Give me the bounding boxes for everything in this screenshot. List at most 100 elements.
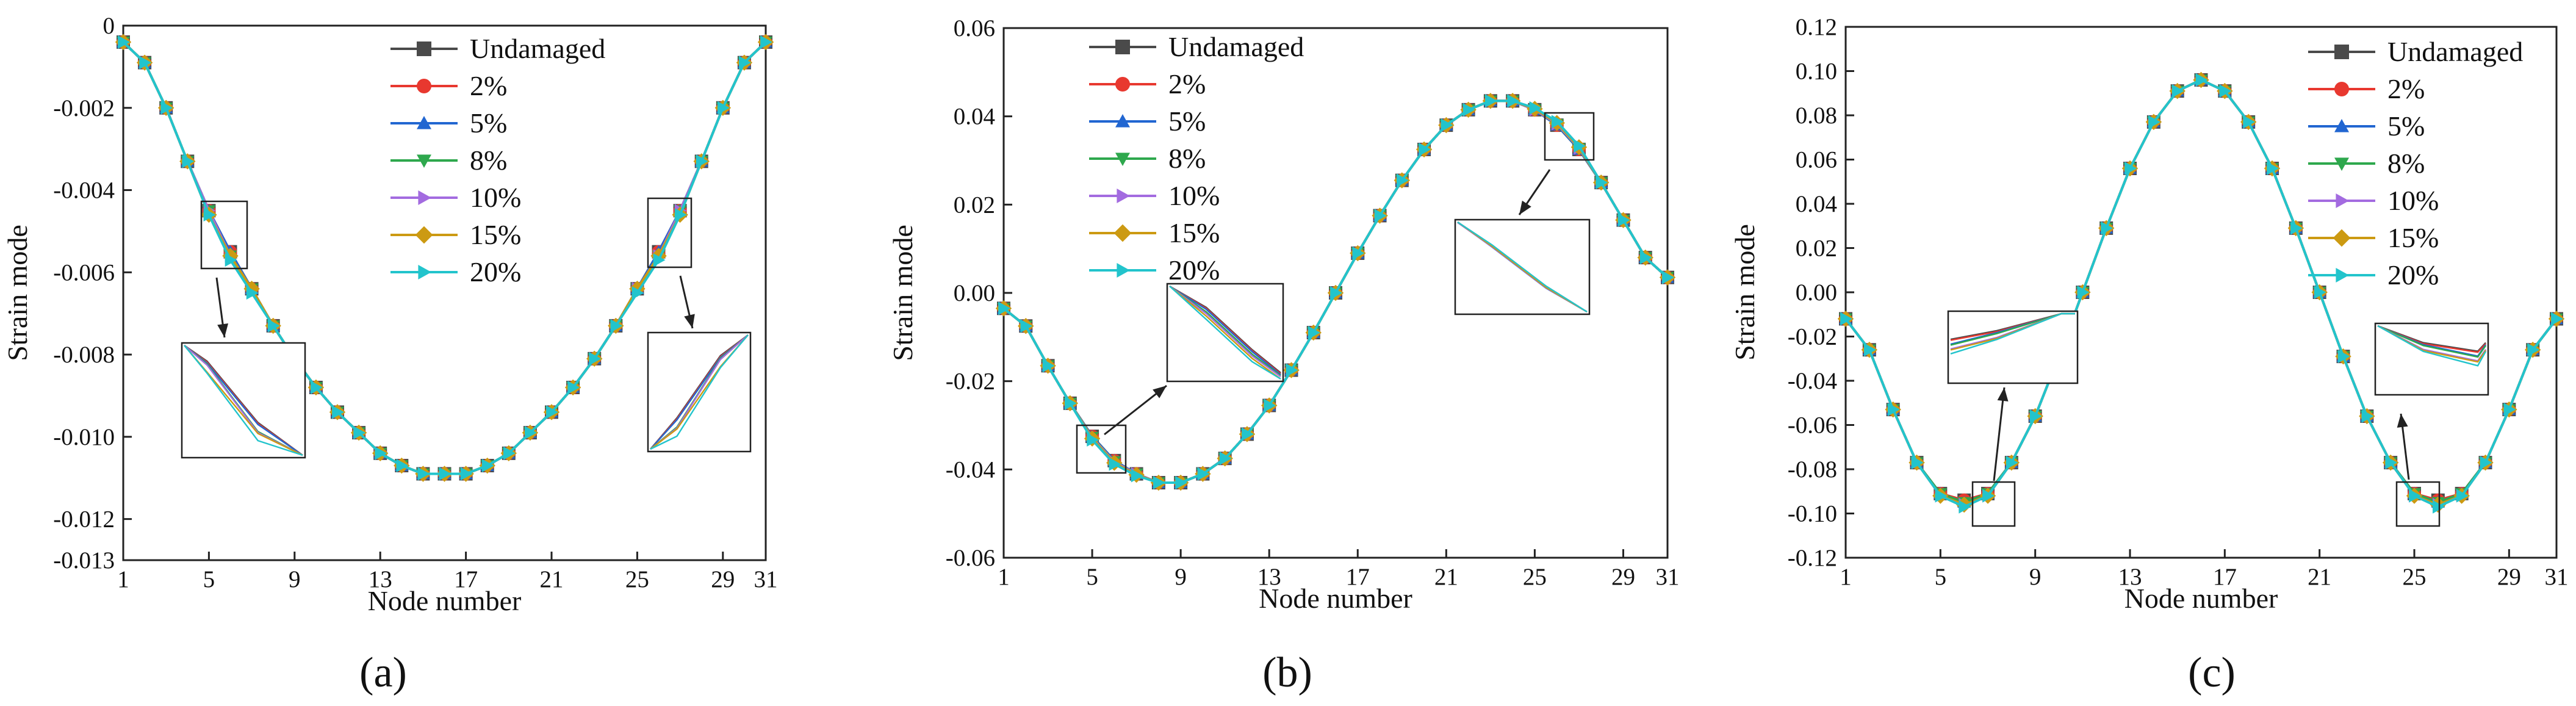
x-tick-label: 5 bbox=[1086, 564, 1098, 590]
zoom-annotation bbox=[1947, 310, 2079, 527]
data-point bbox=[1065, 396, 1077, 410]
legend-marker bbox=[2334, 119, 2349, 132]
y-tick-label: -0.12 bbox=[1788, 545, 1837, 571]
data-point bbox=[460, 467, 473, 481]
data-point bbox=[332, 405, 344, 419]
data-point bbox=[1529, 101, 1542, 115]
legend-marker bbox=[1117, 263, 1130, 278]
data-point bbox=[2243, 115, 2256, 129]
data-point bbox=[417, 467, 430, 481]
data-point bbox=[396, 459, 409, 473]
series-line-10pct bbox=[1844, 78, 2558, 506]
x-tick-label: 13 bbox=[1257, 564, 1281, 590]
data-point bbox=[267, 319, 280, 333]
data-point bbox=[1397, 173, 1409, 187]
data-point bbox=[760, 35, 772, 49]
data-point bbox=[1042, 359, 1055, 373]
zoom-arrow-head bbox=[1997, 387, 2009, 402]
data-point bbox=[481, 459, 494, 473]
zoom-annotation bbox=[2374, 322, 2489, 527]
data-point bbox=[998, 301, 1010, 315]
y-tick-label: -0.008 bbox=[53, 342, 115, 368]
y-tick-label: -0.012 bbox=[53, 506, 115, 533]
data-point bbox=[2409, 489, 2421, 503]
y-tick-label: -0.002 bbox=[53, 95, 115, 121]
legend-marker bbox=[1115, 114, 1130, 128]
x-tick-label: 31 bbox=[2545, 564, 2569, 590]
data-point bbox=[225, 253, 237, 267]
data-point bbox=[1887, 403, 1900, 417]
data-point bbox=[2124, 162, 2137, 175]
zoom-arrow-head bbox=[684, 314, 695, 328]
data-point bbox=[739, 56, 751, 70]
zoom-arrow-head bbox=[2397, 414, 2408, 428]
series-markers-8pct bbox=[1839, 74, 2563, 510]
x-tick-label: 5 bbox=[203, 566, 215, 593]
legend-label: 2% bbox=[2387, 73, 2425, 104]
x-tick-label: 21 bbox=[1434, 564, 1458, 590]
data-point bbox=[1109, 457, 1121, 471]
legend-label: Undamaged bbox=[2387, 36, 2523, 67]
data-point bbox=[1352, 246, 1365, 260]
y-tick-label: -0.010 bbox=[53, 424, 115, 450]
zoom-source-box bbox=[1544, 112, 1595, 161]
zoom-arrow bbox=[1993, 387, 2006, 481]
data-point bbox=[439, 467, 452, 481]
data-point bbox=[2385, 456, 2398, 470]
legend-label: 15% bbox=[1168, 217, 1220, 248]
x-tick-label: 1 bbox=[1840, 564, 1852, 590]
data-point bbox=[2006, 456, 2018, 470]
legend-marker bbox=[1117, 189, 1130, 203]
legend-marker bbox=[417, 79, 431, 93]
legend: Undamaged 2% 5% 8% 10% 15% 20% bbox=[390, 33, 605, 287]
zoom-annotation bbox=[647, 197, 752, 453]
legend-marker bbox=[2336, 193, 2349, 208]
zoom-annotation bbox=[181, 200, 306, 459]
legend-marker bbox=[418, 265, 431, 279]
x-tick-label: 9 bbox=[1175, 564, 1187, 590]
data-point bbox=[1617, 213, 1630, 227]
zoom-source-box bbox=[1076, 424, 1127, 474]
data-point bbox=[525, 426, 537, 440]
legend-label: 8% bbox=[2387, 148, 2425, 179]
data-point bbox=[2337, 350, 2350, 364]
legend-label: 15% bbox=[470, 219, 521, 250]
data-point bbox=[1087, 433, 1099, 447]
data-point bbox=[1374, 209, 1387, 223]
data-point bbox=[2456, 489, 2469, 503]
data-point bbox=[118, 35, 130, 49]
data-point bbox=[1219, 452, 1232, 466]
legend-label: 5% bbox=[1168, 106, 1206, 137]
x-axis-label: Node number bbox=[1259, 583, 1412, 614]
data-point bbox=[2527, 343, 2540, 357]
data-point bbox=[1982, 489, 1995, 503]
data-point bbox=[1131, 469, 1143, 483]
x-tick-label: 1 bbox=[998, 564, 1010, 590]
zoom-inset-box bbox=[181, 342, 306, 459]
y-tick-label: 0.02 bbox=[1796, 236, 1837, 262]
data-point bbox=[203, 207, 216, 222]
data-point bbox=[2267, 162, 2279, 175]
y-tick-label: 0.06 bbox=[954, 15, 995, 41]
x-tick-label: 13 bbox=[2118, 564, 2142, 590]
zoom-inset-box bbox=[1947, 310, 2079, 384]
series-markers-20pct bbox=[1840, 73, 2563, 514]
x-tick-label: 29 bbox=[711, 566, 735, 593]
data-point bbox=[631, 286, 644, 300]
zoom-annotation bbox=[1454, 112, 1595, 315]
series-line-5pct bbox=[1844, 78, 2558, 504]
zoom-inset-line bbox=[1457, 221, 1588, 313]
legend-label: 20% bbox=[1168, 254, 1220, 286]
data-point bbox=[1441, 118, 1453, 132]
y-tick-label: 0.00 bbox=[1796, 279, 1837, 306]
x-tick-label: 17 bbox=[454, 566, 478, 593]
data-point bbox=[1662, 270, 1674, 284]
series-markers-20pct bbox=[998, 94, 1674, 490]
data-point bbox=[311, 380, 323, 394]
data-point bbox=[1330, 286, 1342, 300]
series-markers-10pct bbox=[1840, 73, 2563, 511]
legend-label: 8% bbox=[1168, 143, 1206, 174]
legend-label: 5% bbox=[470, 107, 507, 139]
legend-marker bbox=[417, 116, 431, 129]
series-line-Undamaged bbox=[1844, 78, 2558, 502]
